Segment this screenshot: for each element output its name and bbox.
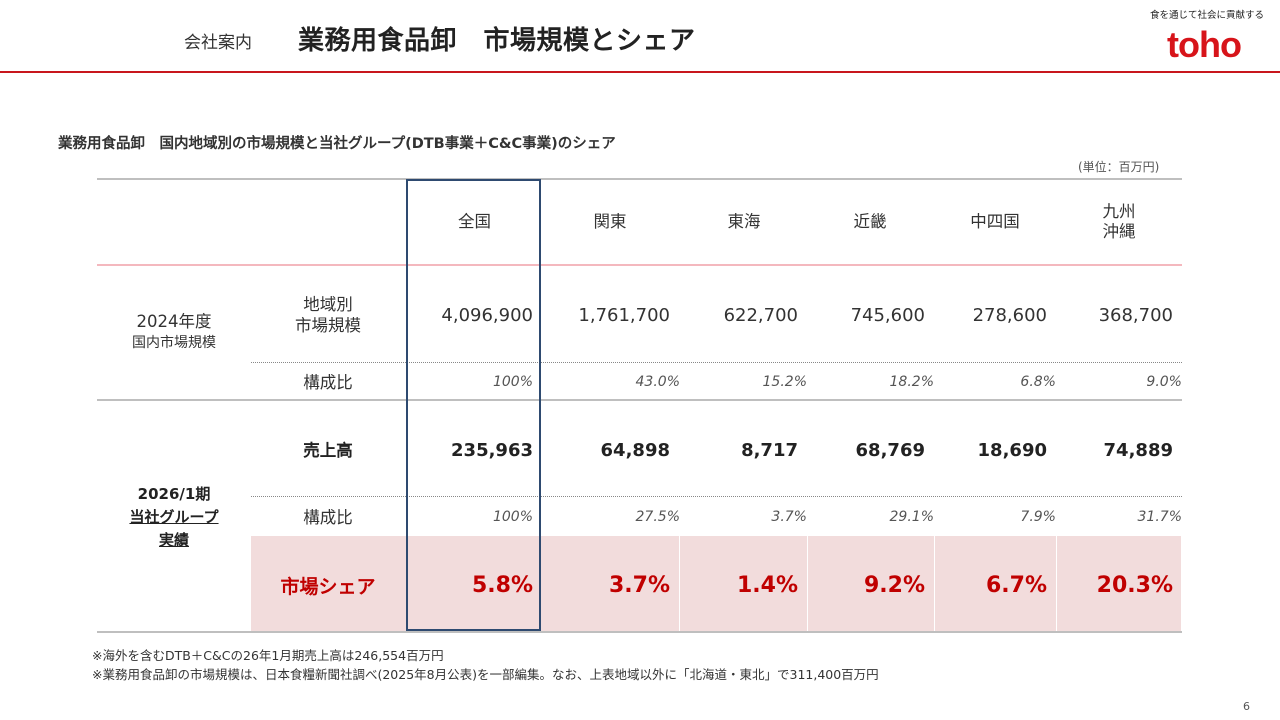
cell-market-chushikoku: 278,600 [972,304,1047,326]
section-2024-caption: 国内市場規模 [132,335,216,351]
table-bottom-rule [97,631,1182,633]
header-bottom-rule [97,264,1182,266]
share-cell-divider [934,536,935,632]
cell-share-kyushu: 20.3% [1096,572,1173,598]
cell-sales-tokai: 8,717 [741,439,798,461]
cell-sales-ratio-tokai: 3.7% [771,509,807,525]
cell-sales-kanto: 64,898 [600,439,670,461]
row-label-regional-market-size: 地域別 市場規模 [268,290,388,340]
row-label-line: 市場規模 [295,316,361,335]
footnote: ※海外を含むDTB＋C&Cの26年1月期売上高は246,554百万円 [92,648,444,663]
cell-sales-kyushu: 74,889 [1103,439,1173,461]
cell-ratio-tokai: 15.2% [762,374,807,390]
cell-ratio-national: 100% [492,374,533,390]
cell-sales-chushikoku: 18,690 [977,439,1047,461]
cell-ratio-chushikoku: 6.8% [1020,374,1056,390]
toho-logo: toho [1167,24,1242,65]
table-top-rule [97,178,1182,180]
col-header-okinawa: 沖縄 [1102,222,1136,241]
header-divider [0,71,1280,73]
row-label-line: 地域別 [303,295,353,314]
page-title: 業務用食品卸 市場規模とシェア [298,26,696,56]
cell-sales-ratio-kinki: 29.1% [889,509,934,525]
header-category: 会社案内 [184,33,252,53]
cell-sales-ratio-national: 100% [492,509,533,525]
col-header-tokai: 東海 [727,212,761,231]
cell-sales-ratio-chushikoku: 7.9% [1020,509,1056,525]
footnotes: ※海外を含むDTB＋C&Cの26年1月期売上高は246,554百万円 ※業務用食… [92,646,879,684]
national-column-highlight [406,179,541,631]
cell-sales-national: 235,963 [451,439,533,461]
col-header-kyushu: 九州 [1102,202,1136,221]
cell-share-national: 5.8% [471,572,533,598]
logo-tagline: 食を通じて社会に貢献する [1150,10,1265,21]
cell-ratio-kinki: 18.2% [889,374,934,390]
section-2026-period: 2026/1期 [137,484,211,503]
cell-market-kyushu: 368,700 [1098,304,1173,326]
row-label-market-share: 市場シェア [280,575,376,598]
share-cell-divider [1056,536,1057,632]
col-header-national: 全国 [458,212,491,231]
section-divider-rule [97,399,1182,401]
section-2026-group: 当社グループ [129,507,219,526]
cell-ratio-kyushu: 9.0% [1146,374,1182,390]
row-label-sales: 売上高 [303,440,353,460]
cell-sales-ratio-kyushu: 31.7% [1137,509,1182,525]
col-header-kanto: 関東 [593,212,627,231]
table-subtitle: 業務用食品卸 国内地域別の市場規模と当社グループ(DTB事業＋C&C事業)のシェ… [58,136,616,152]
unit-label: (単位：百万円) [1078,160,1160,174]
col-header-kinki: 近畿 [853,212,887,231]
cell-market-national: 4,096,900 [441,304,533,326]
cell-share-kanto: 3.7% [608,572,670,598]
row-label-composition-ratio: 構成比 [303,507,353,527]
cell-share-kinki: 9.2% [863,572,925,598]
cell-share-tokai: 1.4% [736,572,798,598]
section-2026-results: 実績 [158,530,189,549]
cell-market-tokai: 622,700 [723,304,798,326]
cell-sales-kinki: 68,769 [855,439,925,461]
footnote: ※業務用食品卸の市場規模は、日本食糧新聞社調べ(2025年8月公表)を一部編集。… [92,667,879,682]
cell-market-kinki: 745,600 [850,304,925,326]
section-2024-label: 2024年度 国内市場規模 [97,300,251,364]
row-dotted-rule [251,496,1182,497]
cell-sales-ratio-kanto: 27.5% [635,509,680,525]
row-dotted-rule [251,362,1182,363]
share-cell-divider [807,536,808,632]
logo-text: toho [1167,24,1241,65]
section-2024-year: 2024年度 [136,312,212,331]
cell-market-kanto: 1,761,700 [578,304,670,326]
col-header-kyushu-okinawa: 九州 沖縄 [1069,190,1169,254]
share-cell-divider [679,536,680,632]
row-label-composition-ratio: 構成比 [303,372,353,392]
page-number: 6 [1243,700,1250,713]
cell-ratio-kanto: 43.0% [635,374,680,390]
cell-share-chushikoku: 6.7% [985,572,1047,598]
col-header-chushikoku: 中四国 [970,212,1020,231]
section-2026-label: 2026/1期 当社グループ 実績 [97,480,251,554]
